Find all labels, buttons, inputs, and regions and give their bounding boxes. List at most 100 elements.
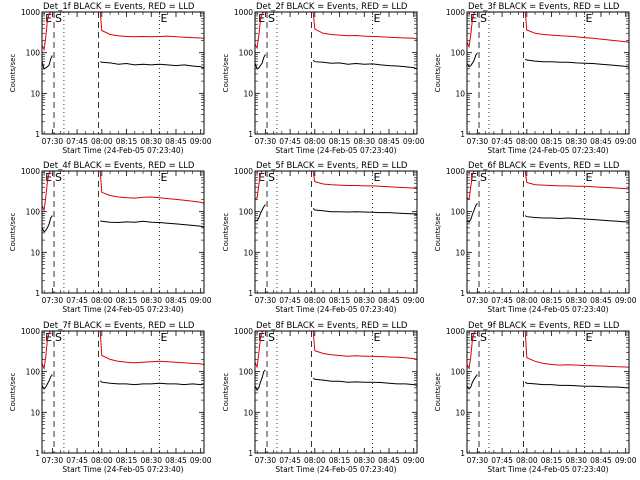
y-tick-label: 1 (460, 130, 465, 139)
x-tick-label: 08:15 (116, 456, 138, 465)
x-tick-label: 08:15 (116, 296, 138, 305)
y-tick-label: 10 (243, 408, 253, 417)
x-tick-label: 08:15 (329, 296, 351, 305)
marker-label-5: E (586, 171, 593, 184)
y-tick-label: 1 (35, 449, 40, 458)
x-tick-label: 08:45 (165, 456, 187, 465)
x-tick-label: 07:30 (42, 456, 64, 465)
x-tick-label: 07:45 (491, 456, 513, 465)
x-tick-label: 07:45 (491, 296, 513, 305)
x-tick-label: 08:00 (91, 456, 113, 465)
series-lld (41, 330, 205, 371)
series-events (41, 55, 205, 70)
x-tick-label: 08:30 (565, 137, 587, 146)
x-tick-label: 08:30 (140, 137, 162, 146)
y-tick-label: 100 (451, 49, 466, 58)
panel-title: Det_8f BLACK = Events, RED = LLD (256, 321, 408, 331)
panel-8: Det_8f BLACK = Events, RED = LLD Counts/s… (222, 321, 425, 474)
x-axis-label: Start Time (24-Feb-05 07:23:40) (275, 465, 396, 474)
x-tick-label: 08:15 (541, 456, 563, 465)
x-tick-label: 07:45 (66, 137, 88, 146)
panel-5: Det_5f BLACK = Events, RED = LLD Counts/s… (222, 161, 425, 314)
x-tick-label: 09:00 (403, 296, 425, 305)
x-tick-label: 08:30 (353, 456, 375, 465)
y-axis-label: Counts/sec (434, 54, 442, 93)
x-tick-label: 08:45 (590, 137, 612, 146)
y-axis-label: Counts/sec (9, 213, 17, 252)
x-tick-label: 08:45 (378, 296, 400, 305)
marker-label-2: S (55, 12, 62, 25)
marker-label-1: E (258, 171, 265, 184)
y-tick-label: 10 (243, 89, 253, 98)
x-tick-label: 09:00 (615, 456, 637, 465)
x-tick-label: 07:30 (42, 137, 64, 146)
y-tick-label: 1000 (21, 327, 40, 336)
y-axis-label: Counts/sec (9, 373, 17, 412)
marker-label-2: S (480, 171, 487, 184)
x-tick-label: 08:00 (304, 296, 326, 305)
series-lld (254, 330, 418, 369)
x-tick-label: 08:45 (165, 137, 187, 146)
marker-label-2: S (268, 171, 275, 184)
marker-label-2: S (55, 171, 62, 184)
plot-frame (41, 330, 205, 454)
y-tick-label: 100 (451, 368, 466, 377)
series-events (255, 204, 418, 222)
y-tick-label: 1 (35, 289, 40, 298)
series-events (254, 54, 418, 70)
panel-title: Det_9f BLACK = Events, RED = LLD (468, 321, 620, 331)
x-tick-label: 08:15 (541, 296, 563, 305)
x-tick-label: 07:45 (279, 137, 301, 146)
y-axis-label: Counts/sec (434, 213, 442, 252)
y-tick-label: 100 (26, 49, 41, 58)
y-tick-label: 1000 (21, 8, 40, 17)
x-tick-label: 08:00 (516, 137, 538, 146)
panel-2: Det_2f BLACK = Events, RED = LLD Counts/s… (222, 2, 425, 155)
x-tick-label: 07:45 (66, 456, 88, 465)
series-events (254, 369, 418, 392)
y-tick-label: 10 (455, 89, 465, 98)
x-tick-label: 07:45 (66, 296, 88, 305)
x-tick-label: 08:30 (565, 296, 587, 305)
x-tick-label: 09:00 (403, 456, 425, 465)
panel-title: Det_2f BLACK = Events, RED = LLD (256, 2, 408, 12)
marker-label-5: E (161, 171, 168, 184)
marker-label-5: E (374, 12, 381, 25)
y-tick-label: 1 (248, 449, 253, 458)
marker-label-2: S (268, 12, 275, 25)
series-lld (254, 11, 418, 50)
y-tick-label: 1 (460, 449, 465, 458)
y-tick-label: 100 (26, 208, 41, 217)
series-events (41, 374, 205, 390)
x-tick-label: 08:45 (590, 296, 612, 305)
x-tick-label: 07:30 (467, 296, 489, 305)
plot-frame (254, 170, 418, 294)
x-tick-label: 07:45 (279, 456, 301, 465)
x-tick-label: 08:45 (590, 456, 612, 465)
x-tick-label: 08:30 (353, 137, 375, 146)
y-tick-label: 1 (248, 289, 253, 298)
series-lld (41, 11, 205, 51)
y-tick-label: 10 (455, 408, 465, 417)
y-tick-label: 1 (248, 130, 253, 139)
x-tick-label: 08:15 (329, 456, 351, 465)
marker-label-1: E (470, 12, 477, 25)
x-tick-label: 08:45 (378, 137, 400, 146)
x-tick-label: 07:30 (42, 296, 64, 305)
series-lld (466, 11, 630, 49)
y-tick-label: 100 (451, 208, 466, 217)
x-tick-label: 09:00 (615, 137, 637, 146)
x-axis-label: Start Time (24-Feb-05 07:23:40) (275, 146, 396, 155)
y-axis-label: Counts/sec (9, 54, 17, 93)
x-tick-label: 08:30 (140, 296, 162, 305)
series-lld (466, 170, 630, 201)
x-axis-label: Start Time (24-Feb-05 07:23:40) (487, 305, 608, 314)
marker-label-5: E (161, 12, 168, 25)
x-tick-label: 09:00 (403, 137, 425, 146)
y-axis-label: Counts/sec (222, 373, 230, 412)
x-axis-label: Start Time (24-Feb-05 07:23:40) (62, 465, 183, 474)
series-lld (466, 330, 630, 370)
x-tick-label: 07:30 (467, 137, 489, 146)
x-tick-label: 08:15 (541, 137, 563, 146)
